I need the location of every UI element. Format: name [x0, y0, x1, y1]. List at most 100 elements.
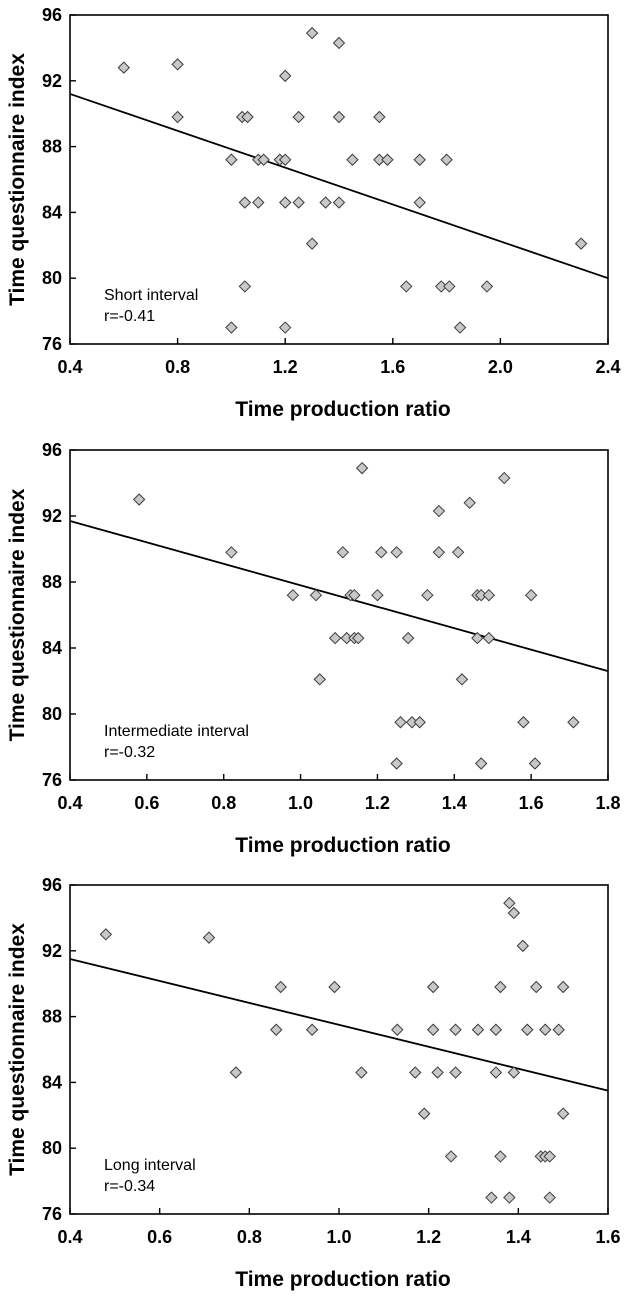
data-point [373, 110, 386, 124]
data-point [346, 153, 359, 166]
x-tick-label: 1.6 [380, 357, 405, 377]
data-point [132, 493, 146, 506]
data-point [567, 716, 580, 729]
data-point [413, 196, 426, 209]
x-tick-label: 0.4 [57, 793, 82, 813]
correlation-label: r=-0.41 [104, 308, 155, 325]
data-point [507, 1066, 521, 1079]
data-point [489, 1023, 503, 1036]
data-point [278, 196, 292, 209]
data-point [171, 58, 184, 71]
data-point [328, 980, 341, 994]
data-point [435, 280, 448, 293]
data-point [319, 196, 332, 209]
data-point [394, 716, 407, 729]
data-point [539, 1023, 552, 1036]
x-tick-label: 0.4 [57, 357, 82, 377]
data-point [480, 280, 494, 293]
data-point [313, 673, 326, 686]
data-point [503, 1191, 516, 1204]
data-point [117, 61, 131, 74]
data-point [225, 546, 238, 559]
y-tick-label: 92 [42, 941, 62, 961]
data-point [238, 280, 252, 293]
data-point [332, 36, 346, 50]
data-point [494, 1150, 507, 1163]
data-point [528, 757, 542, 770]
data-point [371, 588, 384, 602]
data-point [413, 716, 426, 729]
x-tick-label: 0.6 [147, 1227, 172, 1247]
data-point [348, 588, 361, 602]
y-tick-label: 96 [42, 5, 62, 25]
data-point [252, 196, 265, 209]
data-point [494, 980, 507, 994]
data-point [521, 1023, 534, 1036]
interval-label: Short interval [104, 287, 198, 304]
data-point [482, 631, 496, 645]
data-point [292, 196, 305, 209]
x-tick-label: 1.0 [288, 793, 313, 813]
data-point [552, 1023, 565, 1036]
data-point [426, 980, 440, 994]
y-tick-label: 80 [42, 268, 62, 288]
x-tick-label: 1.4 [506, 1227, 531, 1247]
data-point [431, 1066, 444, 1079]
data-point [432, 504, 446, 518]
data-point [432, 546, 446, 559]
data-point [278, 69, 292, 83]
y-tick-label: 76 [42, 1204, 62, 1224]
correlation-label: r=-0.34 [104, 1178, 155, 1195]
data-point [574, 237, 588, 250]
data-point [449, 1066, 462, 1079]
data-point [517, 716, 530, 729]
y-tick-label: 84 [42, 638, 62, 658]
x-tick-label: 0.8 [237, 1227, 262, 1247]
y-tick-label: 76 [42, 334, 62, 354]
data-point [417, 1107, 431, 1120]
x-tick-label: 0.6 [134, 793, 159, 813]
y-tick-label: 76 [42, 770, 62, 790]
data-point [471, 631, 484, 645]
data-point [305, 237, 319, 250]
y-tick-label: 88 [42, 137, 62, 157]
data-point [401, 631, 415, 645]
x-tick-label: 1.2 [273, 357, 298, 377]
data-point [482, 588, 496, 602]
data-point [443, 280, 456, 293]
x-tick-label: 0.4 [57, 1227, 82, 1247]
data-point [355, 461, 369, 475]
data-point [278, 153, 292, 166]
data-point [400, 280, 413, 293]
data-point [270, 1023, 283, 1036]
x-tick-label: 1.6 [595, 1227, 620, 1247]
data-point [292, 110, 305, 124]
data-point [286, 588, 300, 602]
x-axis-label: Time production ratio [235, 1268, 450, 1291]
x-tick-label: 1.4 [442, 793, 467, 813]
data-point [305, 26, 319, 40]
data-point [241, 110, 254, 124]
y-axis-label: Time questionnaire index [6, 53, 29, 306]
regression-line [69, 958, 609, 1092]
data-point [171, 110, 184, 124]
data-point [453, 321, 467, 334]
correlation-label: r=-0.32 [104, 744, 155, 761]
scatter-panel-3: 0.4 0.6 0.8 1.0 1.2 1.4 1.6 76 80 84 88 92 96 Time pr… [6, 875, 621, 1291]
data-point [440, 153, 453, 166]
data-point [352, 631, 365, 645]
data-point [225, 153, 238, 166]
x-tick-label: 1.6 [519, 793, 544, 813]
data-point [238, 196, 252, 209]
data-point [229, 1066, 243, 1079]
x-tick-label: 2.4 [595, 357, 620, 377]
y-tick-label: 92 [42, 71, 62, 91]
data-point [449, 1023, 462, 1036]
regression-line [69, 520, 609, 672]
data-point [391, 1023, 404, 1036]
y-tick-label: 84 [42, 1072, 62, 1092]
data-point [274, 980, 287, 994]
data-point [556, 980, 570, 994]
x-tick-label: 1.8 [595, 793, 620, 813]
